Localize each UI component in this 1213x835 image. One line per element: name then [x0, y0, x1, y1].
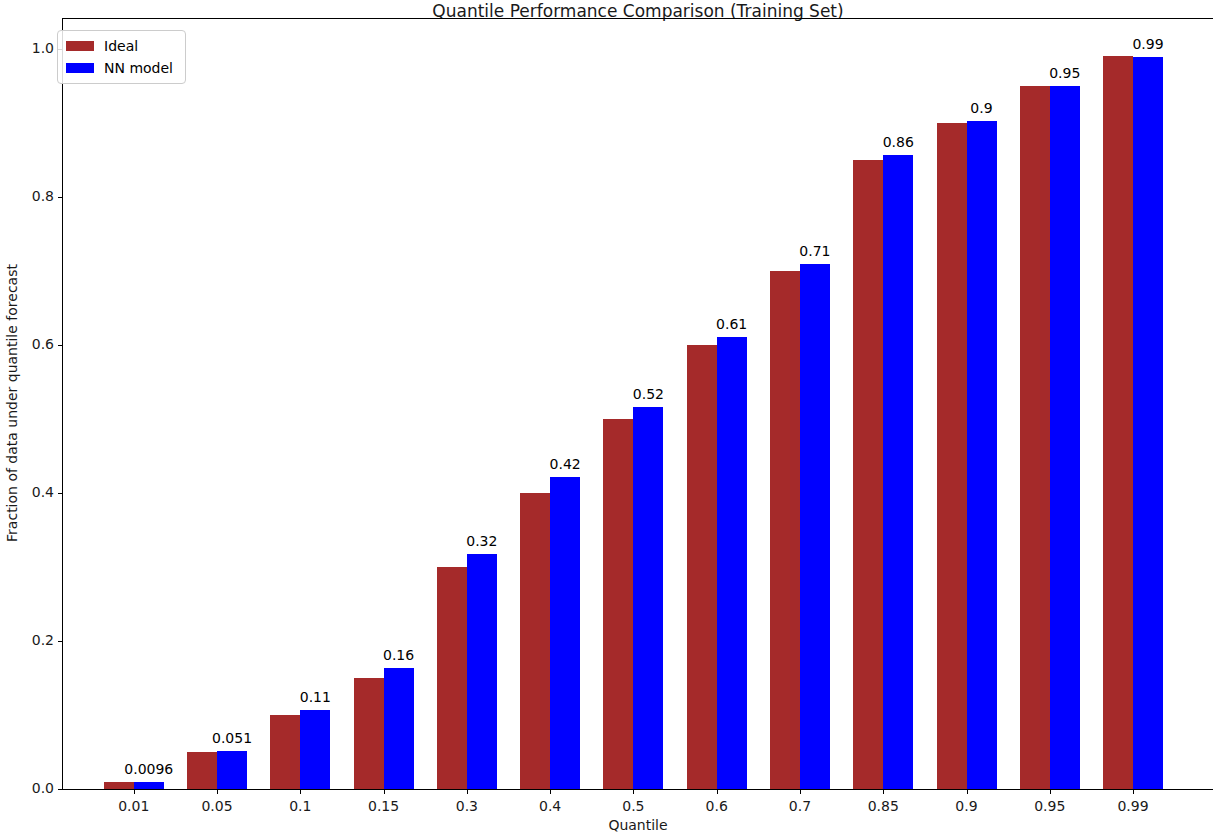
- bar-nn-model-0.85: [883, 155, 913, 789]
- bar-ideal-0.85: [853, 160, 883, 789]
- x-tick-label: 0.5: [603, 798, 663, 814]
- legend-swatch-ideal: [66, 41, 94, 51]
- bar-ideal-0.4: [520, 493, 550, 789]
- x-tick-label: 0.3: [437, 798, 497, 814]
- bar-ideal-0.99: [1103, 56, 1133, 789]
- legend-label-ideal: Ideal: [104, 38, 138, 54]
- x-tick: [1133, 790, 1134, 794]
- x-tick-label: 0.7: [770, 798, 830, 814]
- bar-ideal-0.15: [354, 678, 384, 789]
- x-tick: [967, 790, 968, 794]
- bar-ideal-0.01: [104, 782, 134, 789]
- bar-value-label: 0.86: [858, 134, 938, 150]
- bar-nn-model-0.15: [384, 668, 414, 789]
- y-axis-line: [62, 18, 63, 790]
- x-tick: [384, 790, 385, 794]
- bar-ideal-0.7: [770, 271, 800, 789]
- top-spine: [62, 18, 1213, 19]
- y-tick-label: 1.0: [6, 40, 54, 56]
- x-tick-label: 0.15: [354, 798, 414, 814]
- x-axis-line: [62, 789, 1213, 790]
- bar-nn-model-0.95: [1050, 86, 1080, 789]
- x-tick: [717, 790, 718, 794]
- bar-nn-model-0.01: [134, 782, 164, 789]
- x-tick: [134, 790, 135, 794]
- y-tick-label: 0.6: [6, 336, 54, 352]
- x-tick: [633, 790, 634, 794]
- bar-value-label: 0.99: [1108, 36, 1188, 52]
- x-tick: [883, 790, 884, 794]
- figure: Quantile Performance Comparison (Trainin…: [0, 0, 1213, 835]
- bar-ideal-0.9: [937, 123, 967, 789]
- x-tick-label: 0.01: [104, 798, 164, 814]
- x-tick-label: 0.9: [937, 798, 997, 814]
- x-tick-label: 0.99: [1103, 798, 1163, 814]
- bar-value-label: 0.42: [525, 456, 605, 472]
- bar-ideal-0.95: [1020, 86, 1050, 789]
- x-tick: [300, 790, 301, 794]
- x-tick-label: 0.6: [687, 798, 747, 814]
- x-tick: [1050, 790, 1051, 794]
- bar-value-label: 0.11: [275, 689, 355, 705]
- y-tick-label: 0.2: [6, 632, 54, 648]
- legend-swatch-nn-model: [66, 63, 94, 73]
- legend: Ideal NN model: [57, 30, 186, 84]
- bar-nn-model-0.9: [967, 121, 997, 789]
- bar-value-label: 0.051: [192, 730, 272, 746]
- bar-ideal-0.1: [270, 715, 300, 789]
- y-tick-label: 0.8: [6, 188, 54, 204]
- bar-nn-model-0.05: [217, 751, 247, 789]
- x-tick-label: 0.05: [187, 798, 247, 814]
- x-tick: [800, 790, 801, 794]
- bar-nn-model-0.6: [717, 337, 747, 789]
- legend-item-ideal: Ideal: [66, 38, 173, 54]
- bar-ideal-0.6: [687, 345, 717, 789]
- y-tick-label: 0.0: [6, 780, 54, 796]
- bar-value-label: 0.16: [359, 647, 439, 663]
- bar-value-label: 0.52: [608, 386, 688, 402]
- y-tick-label: 0.4: [6, 484, 54, 500]
- bar-value-label: 0.95: [1025, 65, 1105, 81]
- x-tick-label: 0.4: [520, 798, 580, 814]
- x-tick: [550, 790, 551, 794]
- bar-value-label: 0.32: [442, 533, 522, 549]
- bar-ideal-0.05: [187, 752, 217, 789]
- bar-value-label: 0.61: [692, 316, 772, 332]
- x-axis-label: Quantile: [63, 817, 1213, 833]
- x-tick: [217, 790, 218, 794]
- bar-nn-model-0.4: [550, 477, 580, 789]
- legend-label-nn-model: NN model: [104, 60, 173, 76]
- x-tick-label: 0.1: [270, 798, 330, 814]
- bar-nn-model-0.99: [1133, 57, 1163, 789]
- x-tick-label: 0.85: [853, 798, 913, 814]
- x-tick: [467, 790, 468, 794]
- bar-nn-model-0.3: [467, 554, 497, 789]
- bar-value-label: 0.71: [775, 243, 855, 259]
- y-axis-label: Fraction of data under quantile forecast: [4, 264, 20, 542]
- bar-nn-model-0.7: [800, 264, 830, 789]
- bar-nn-model-0.1: [300, 710, 330, 789]
- bar-value-label: 0.0096: [109, 761, 189, 777]
- bar-ideal-0.5: [603, 419, 633, 789]
- bar-value-label: 0.9: [942, 100, 1022, 116]
- legend-item-nn-model: NN model: [66, 60, 173, 76]
- bar-ideal-0.3: [437, 567, 467, 789]
- bar-nn-model-0.5: [633, 407, 663, 789]
- x-tick-label: 0.95: [1020, 798, 1080, 814]
